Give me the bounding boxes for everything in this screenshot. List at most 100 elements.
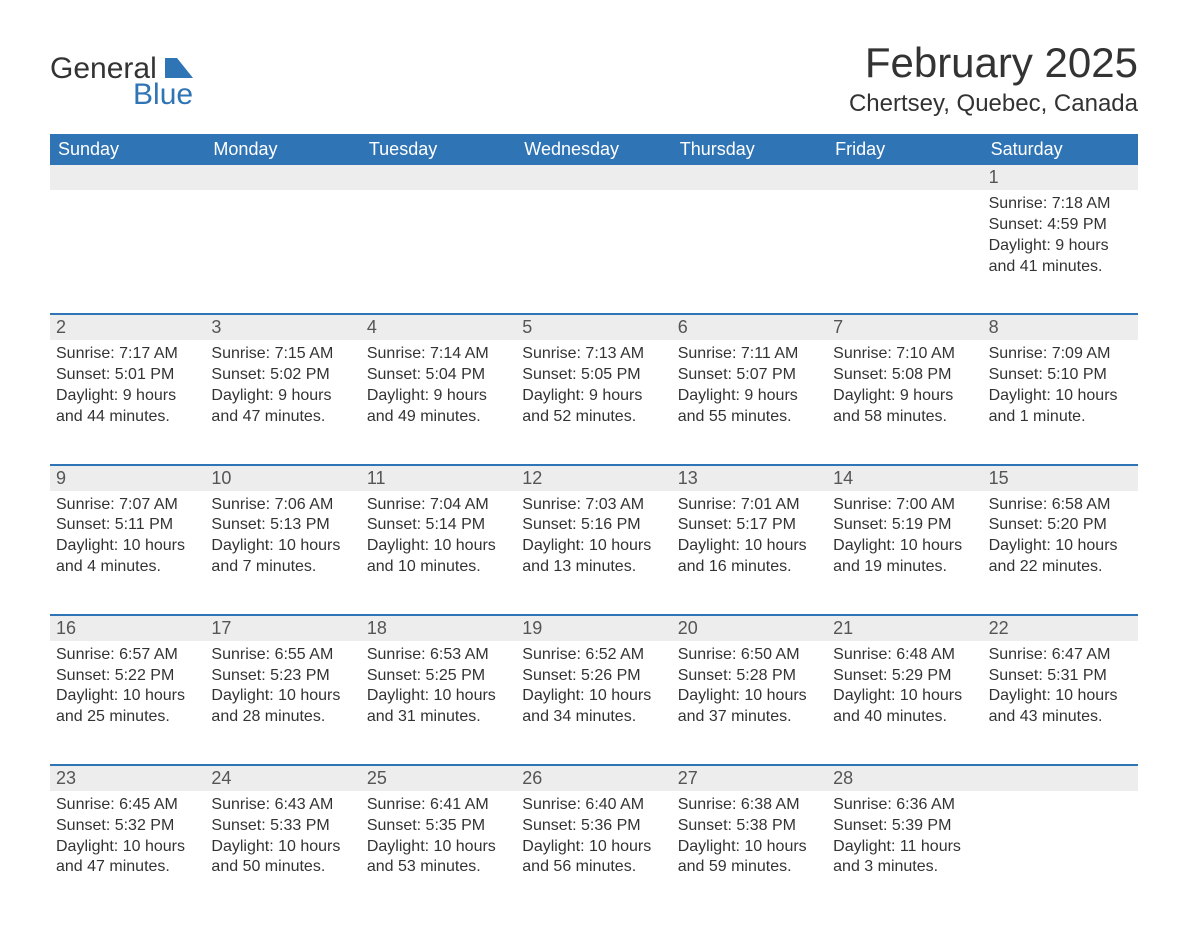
sunset-text: Sunset: 5:14 PM bbox=[367, 515, 508, 536]
weekday-header: Friday bbox=[827, 134, 982, 165]
day-number: 19 bbox=[516, 616, 671, 641]
sunrise-text: Sunrise: 6:47 AM bbox=[989, 645, 1130, 666]
week: 9101112131415Sunrise: 7:07 AMSunset: 5:1… bbox=[50, 464, 1138, 596]
day-number: 15 bbox=[983, 466, 1138, 491]
sunrise-text: Sunrise: 6:36 AM bbox=[833, 795, 974, 816]
day-details: Sunrise: 7:01 AMSunset: 5:17 PMDaylight:… bbox=[672, 491, 827, 596]
day-number: 24 bbox=[205, 766, 360, 791]
daynum-row: 1 bbox=[50, 165, 1138, 190]
daylight-text: Daylight: 10 hours and 43 minutes. bbox=[989, 686, 1130, 728]
title-block: February 2025 Chertsey, Quebec, Canada bbox=[849, 40, 1138, 128]
day-details: Sunrise: 7:00 AMSunset: 5:19 PMDaylight:… bbox=[827, 491, 982, 596]
day-number: 3 bbox=[205, 315, 360, 340]
sunrise-text: Sunrise: 7:15 AM bbox=[211, 344, 352, 365]
day-number: 2 bbox=[50, 315, 205, 340]
daylight-text: Daylight: 10 hours and 22 minutes. bbox=[989, 536, 1130, 578]
sunrise-text: Sunrise: 6:53 AM bbox=[367, 645, 508, 666]
sunrise-text: Sunrise: 7:00 AM bbox=[833, 495, 974, 516]
sunset-text: Sunset: 5:05 PM bbox=[522, 365, 663, 386]
brand-flag-icon bbox=[165, 58, 193, 78]
daylight-text: Daylight: 10 hours and 31 minutes. bbox=[367, 686, 508, 728]
sunset-text: Sunset: 5:07 PM bbox=[678, 365, 819, 386]
header: General Blue February 2025 Chertsey, Que… bbox=[50, 40, 1138, 128]
daylight-text: Daylight: 10 hours and 59 minutes. bbox=[678, 837, 819, 879]
day-details: Sunrise: 6:48 AMSunset: 5:29 PMDaylight:… bbox=[827, 641, 982, 746]
day-number: 1 bbox=[983, 165, 1138, 190]
sunset-text: Sunset: 5:38 PM bbox=[678, 816, 819, 837]
weekday-header: Sunday bbox=[50, 134, 205, 165]
weekday-header: Monday bbox=[205, 134, 360, 165]
sunrise-text: Sunrise: 7:10 AM bbox=[833, 344, 974, 365]
sunrise-text: Sunrise: 6:40 AM bbox=[522, 795, 663, 816]
day-details bbox=[361, 190, 516, 295]
daylight-text: Daylight: 10 hours and 37 minutes. bbox=[678, 686, 819, 728]
weekday-header: Tuesday bbox=[361, 134, 516, 165]
sunrise-text: Sunrise: 7:18 AM bbox=[989, 194, 1130, 215]
day-number: 11 bbox=[361, 466, 516, 491]
week: 1 Sunrise: 7:18 AMSunset: 4:59 PMDaylight… bbox=[50, 165, 1138, 295]
day-details: Sunrise: 7:03 AMSunset: 5:16 PMDaylight:… bbox=[516, 491, 671, 596]
sunset-text: Sunset: 5:35 PM bbox=[367, 816, 508, 837]
day-details: Sunrise: 6:55 AMSunset: 5:23 PMDaylight:… bbox=[205, 641, 360, 746]
daylight-text: Daylight: 10 hours and 53 minutes. bbox=[367, 837, 508, 879]
sunset-text: Sunset: 5:32 PM bbox=[56, 816, 197, 837]
day-details: Sunrise: 7:14 AMSunset: 5:04 PMDaylight:… bbox=[361, 340, 516, 445]
day-number bbox=[50, 165, 205, 190]
sunset-text: Sunset: 5:10 PM bbox=[989, 365, 1130, 386]
daylight-text: Daylight: 10 hours and 7 minutes. bbox=[211, 536, 352, 578]
day-number: 26 bbox=[516, 766, 671, 791]
day-details: Sunrise: 6:41 AMSunset: 5:35 PMDaylight:… bbox=[361, 791, 516, 896]
daylight-text: Daylight: 10 hours and 40 minutes. bbox=[833, 686, 974, 728]
brand-text: General Blue bbox=[50, 54, 193, 110]
month-title: February 2025 bbox=[849, 40, 1138, 86]
daylight-text: Daylight: 11 hours and 3 minutes. bbox=[833, 837, 974, 879]
sunset-text: Sunset: 5:31 PM bbox=[989, 666, 1130, 687]
sunrise-text: Sunrise: 7:17 AM bbox=[56, 344, 197, 365]
daylight-text: Daylight: 10 hours and 16 minutes. bbox=[678, 536, 819, 578]
day-number: 16 bbox=[50, 616, 205, 641]
week: 232425262728Sunrise: 6:45 AMSunset: 5:32… bbox=[50, 764, 1138, 896]
details-row: Sunrise: 7:07 AMSunset: 5:11 PMDaylight:… bbox=[50, 491, 1138, 596]
sunset-text: Sunset: 4:59 PM bbox=[989, 215, 1130, 236]
day-details: Sunrise: 7:17 AMSunset: 5:01 PMDaylight:… bbox=[50, 340, 205, 445]
day-number bbox=[672, 165, 827, 190]
day-details: Sunrise: 6:40 AMSunset: 5:36 PMDaylight:… bbox=[516, 791, 671, 896]
day-number: 20 bbox=[672, 616, 827, 641]
daylight-text: Daylight: 9 hours and 41 minutes. bbox=[989, 236, 1130, 278]
day-number: 28 bbox=[827, 766, 982, 791]
brand-logo: General Blue bbox=[50, 40, 193, 110]
daylight-text: Daylight: 10 hours and 56 minutes. bbox=[522, 837, 663, 879]
day-details: Sunrise: 6:36 AMSunset: 5:39 PMDaylight:… bbox=[827, 791, 982, 896]
day-details: Sunrise: 7:15 AMSunset: 5:02 PMDaylight:… bbox=[205, 340, 360, 445]
sunrise-text: Sunrise: 6:48 AM bbox=[833, 645, 974, 666]
weeks-container: 1Sunrise: 7:18 AMSunset: 4:59 PMDaylight… bbox=[50, 165, 1138, 896]
sunset-text: Sunset: 5:29 PM bbox=[833, 666, 974, 687]
day-details: Sunrise: 6:47 AMSunset: 5:31 PMDaylight:… bbox=[983, 641, 1138, 746]
daylight-text: Daylight: 10 hours and 28 minutes. bbox=[211, 686, 352, 728]
sunrise-text: Sunrise: 6:52 AM bbox=[522, 645, 663, 666]
day-details: Sunrise: 7:10 AMSunset: 5:08 PMDaylight:… bbox=[827, 340, 982, 445]
day-number bbox=[205, 165, 360, 190]
sunset-text: Sunset: 5:04 PM bbox=[367, 365, 508, 386]
sunset-text: Sunset: 5:39 PM bbox=[833, 816, 974, 837]
weekday-header-row: Sunday Monday Tuesday Wednesday Thursday… bbox=[50, 134, 1138, 165]
daylight-text: Daylight: 9 hours and 55 minutes. bbox=[678, 386, 819, 428]
details-row: Sunrise: 6:45 AMSunset: 5:32 PMDaylight:… bbox=[50, 791, 1138, 896]
daylight-text: Daylight: 10 hours and 1 minute. bbox=[989, 386, 1130, 428]
day-number: 22 bbox=[983, 616, 1138, 641]
weekday-header: Wednesday bbox=[516, 134, 671, 165]
sunrise-text: Sunrise: 7:03 AM bbox=[522, 495, 663, 516]
details-row: Sunrise: 7:17 AMSunset: 5:01 PMDaylight:… bbox=[50, 340, 1138, 445]
day-number: 25 bbox=[361, 766, 516, 791]
sunset-text: Sunset: 5:13 PM bbox=[211, 515, 352, 536]
week: 16171819202122Sunrise: 6:57 AMSunset: 5:… bbox=[50, 614, 1138, 746]
daylight-text: Daylight: 9 hours and 52 minutes. bbox=[522, 386, 663, 428]
day-details: Sunrise: 6:57 AMSunset: 5:22 PMDaylight:… bbox=[50, 641, 205, 746]
daylight-text: Daylight: 9 hours and 47 minutes. bbox=[211, 386, 352, 428]
week: 2345678Sunrise: 7:17 AMSunset: 5:01 PMDa… bbox=[50, 313, 1138, 445]
sunrise-text: Sunrise: 6:38 AM bbox=[678, 795, 819, 816]
daylight-text: Daylight: 10 hours and 50 minutes. bbox=[211, 837, 352, 879]
weekday-header: Saturday bbox=[983, 134, 1138, 165]
day-number: 4 bbox=[361, 315, 516, 340]
day-details: Sunrise: 7:13 AMSunset: 5:05 PMDaylight:… bbox=[516, 340, 671, 445]
